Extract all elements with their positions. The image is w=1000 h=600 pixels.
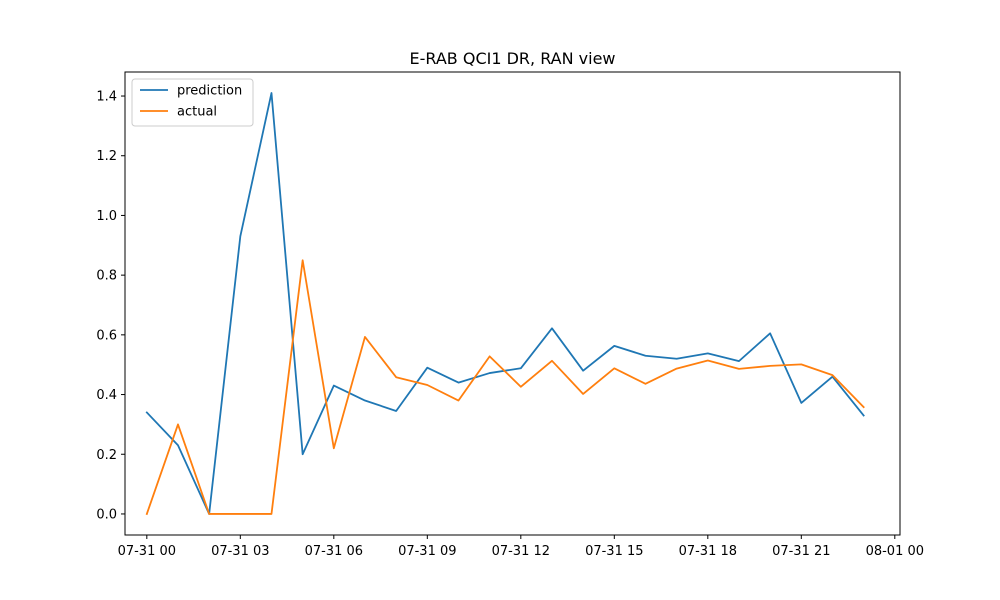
- x-tick-label: 07-31 00: [118, 544, 176, 559]
- x-tick-label: 07-31 21: [772, 544, 830, 559]
- x-tick-label: 07-31 15: [585, 544, 643, 559]
- series-line-prediction: [145, 92, 865, 515]
- series-line-actual: [145, 259, 865, 516]
- y-tick-label: 0.4: [96, 388, 117, 403]
- x-tick-label: 08-01 00: [866, 544, 924, 559]
- chart-title: E-RAB QCI1 DR, RAN view: [409, 49, 615, 68]
- legend-label-prediction: prediction: [177, 84, 242, 99]
- x-tick-label: 07-31 03: [211, 544, 269, 559]
- y-tick-label: 0.2: [96, 448, 117, 463]
- y-tick-label: 0.6: [96, 328, 117, 343]
- legend-label-actual: actual: [177, 105, 217, 120]
- y-tick-label: 1.0: [96, 209, 117, 224]
- x-tick-label: 07-31 09: [398, 544, 456, 559]
- x-tick-label: 07-31 06: [305, 544, 363, 559]
- y-tick-label: 1.2: [96, 149, 117, 164]
- x-tick-label: 07-31 18: [679, 544, 737, 559]
- y-tick-label: 1.4: [96, 90, 117, 105]
- x-tick-label: 07-31 12: [492, 544, 550, 559]
- axes-frame: [124, 71, 901, 536]
- y-tick-label: 0.8: [96, 269, 117, 284]
- legend: prediction actual: [131, 78, 254, 127]
- y-tick-label: 0.0: [96, 507, 117, 522]
- plot-area: 07-31 00 07-31 03 07-31 06 07-31 09 07-31 12…: [96, 71, 924, 559]
